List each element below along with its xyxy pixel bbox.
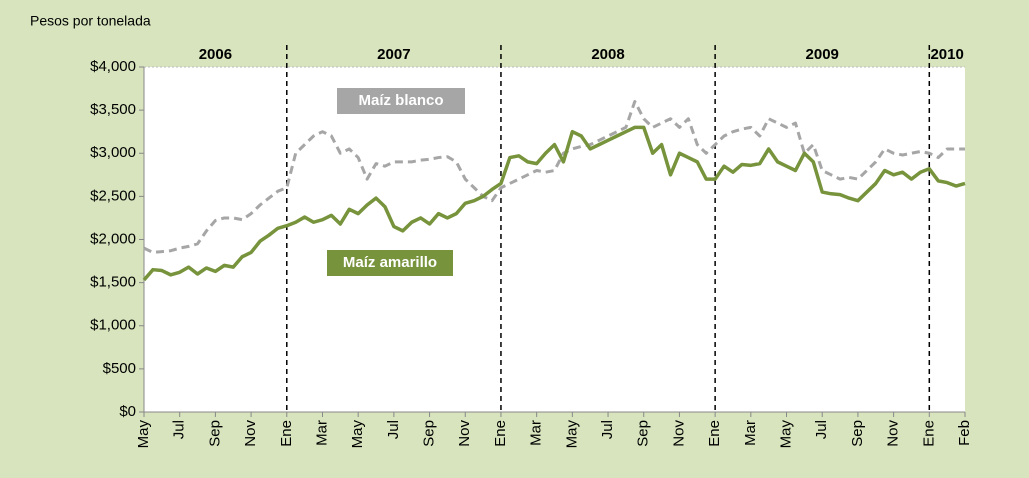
x-tick-label: May <box>135 420 152 449</box>
y-tick-label: $1,500 <box>90 274 136 291</box>
x-tick-label: Sep <box>849 420 866 447</box>
x-tick-label: Jul <box>599 420 616 439</box>
x-tick-label: Ene <box>706 420 723 447</box>
series-line <box>143 100 965 254</box>
y-tick-label: $4,000 <box>90 58 136 75</box>
x-tick-label: Sep <box>421 420 438 447</box>
x-tick-label: Ene <box>920 420 937 447</box>
x-tick-label: Jul <box>385 420 402 439</box>
x-tick-label: Mar <box>313 420 330 446</box>
x-tick-label: Nov <box>670 420 687 447</box>
x-tick-label: Feb <box>956 420 973 446</box>
x-tick-label: Jul <box>171 420 188 439</box>
x-tick-label: May <box>777 420 794 449</box>
y-tick-label: $1,000 <box>90 317 136 334</box>
plot-area <box>144 67 965 412</box>
year-label: 2007 <box>377 46 410 63</box>
series-line <box>142 125 966 282</box>
year-label: 2010 <box>930 46 963 63</box>
x-tick-label: Nov <box>456 420 473 447</box>
x-tick-label: Ene <box>492 420 509 447</box>
legend-label: Maíz amarillo <box>327 250 453 276</box>
y-tick-label: $3,000 <box>90 144 136 161</box>
x-tick-label: Nov <box>885 420 902 447</box>
y-tick-label: $2,000 <box>90 230 136 247</box>
y-tick-label: $500 <box>103 360 136 377</box>
x-tick-label: Nov <box>242 420 259 447</box>
y-tick-label: $3,500 <box>90 101 136 118</box>
y-tick-label: $0 <box>119 403 136 420</box>
legend-label: Maíz blanco <box>337 88 465 114</box>
year-label: 2009 <box>806 46 839 63</box>
x-tick-label: May <box>563 420 580 449</box>
x-tick-label: Ene <box>278 420 295 447</box>
x-tick-label: Jul <box>813 420 830 439</box>
year-label: 2006 <box>199 46 232 63</box>
y-tick-label: $2,500 <box>90 187 136 204</box>
x-tick-label: May <box>349 420 366 449</box>
x-tick-label: Mar <box>742 420 759 446</box>
year-label: 2008 <box>591 46 624 63</box>
y-axis-title: Pesos por tonelada <box>30 13 151 29</box>
x-tick-label: Sep <box>635 420 652 447</box>
x-tick-label: Mar <box>528 420 545 446</box>
x-tick-label: Sep <box>206 420 223 447</box>
